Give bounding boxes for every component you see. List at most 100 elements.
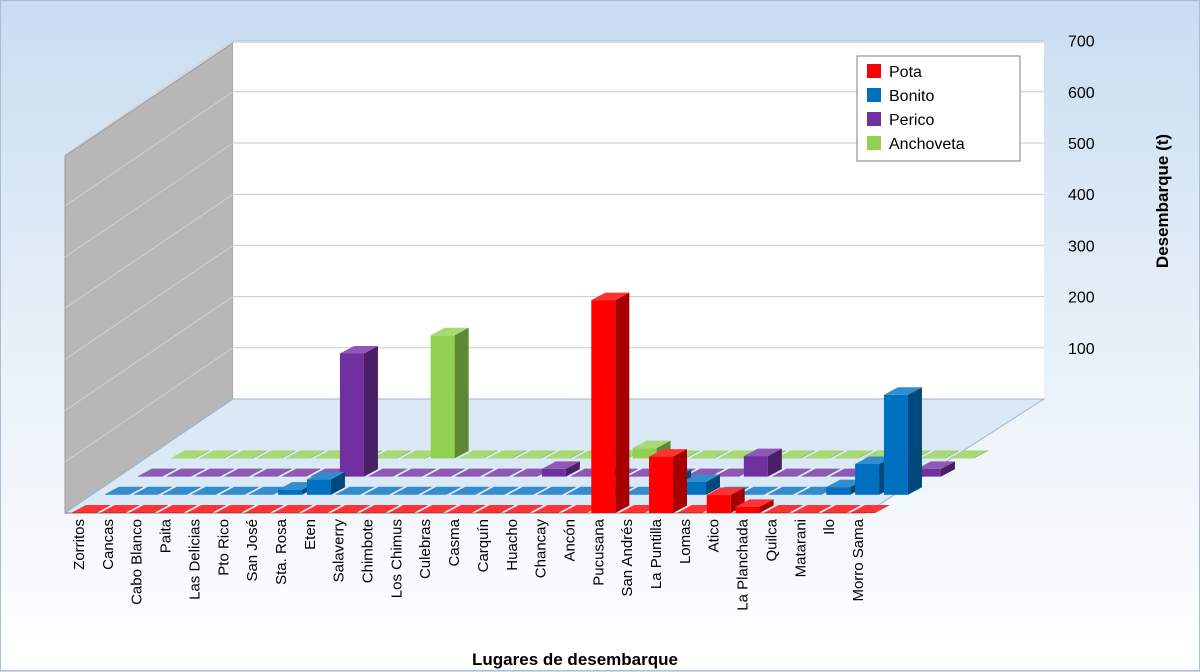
bar-top [273, 505, 312, 513]
bar-side [162, 468, 176, 477]
bar-perico [801, 468, 840, 477]
bar-side [96, 505, 110, 513]
bar-top [306, 471, 345, 480]
x-tick-label: Sta. Rosa [273, 518, 290, 585]
bar-anchoveta [459, 450, 498, 459]
bar-front [397, 476, 422, 477]
bar-top [257, 450, 296, 458]
bar-front [401, 457, 426, 459]
y-tick-label: 300 [1068, 238, 1095, 255]
bar-anchoveta [546, 450, 585, 459]
bar-pota [822, 505, 861, 513]
bar-side [269, 505, 284, 513]
bar-side [277, 468, 292, 477]
bar-top [916, 461, 955, 469]
bar-bonito [508, 486, 547, 495]
bar-top [422, 486, 461, 495]
bar-top [632, 440, 671, 449]
bar-top [245, 505, 284, 513]
x-tick-label: Pto Rico [215, 519, 232, 576]
bar-perico [455, 468, 494, 477]
bar-front [133, 494, 158, 495]
bar-top [372, 450, 411, 458]
bar-pota [100, 505, 139, 513]
bar-top [282, 468, 321, 477]
bar-front [822, 512, 847, 513]
bar-front [949, 457, 974, 459]
bar-pota [447, 505, 486, 513]
bar-side [421, 468, 436, 477]
bar-side [252, 450, 267, 459]
bar-side [479, 468, 494, 477]
legend: Pota Bonito Perico Anchoveta [856, 55, 1021, 162]
bar-side [706, 474, 720, 495]
bar-top [620, 505, 659, 513]
bar-front [533, 512, 558, 513]
x-tick-label: Lomas [677, 519, 694, 564]
bar-side [508, 468, 523, 477]
bar-front [282, 476, 307, 477]
bar-top [764, 505, 803, 513]
bar-side [219, 468, 234, 477]
bar-side [874, 505, 889, 513]
side-gridline [64, 347, 234, 463]
x-tick-label: Salaverry [331, 519, 348, 583]
legend-swatch-perico [867, 112, 881, 126]
bar-bonito [335, 486, 374, 495]
bar-top [686, 468, 725, 477]
bar-top [677, 505, 716, 513]
bar-top [682, 474, 720, 482]
bar-bonito [220, 486, 259, 495]
bar-top [138, 468, 176, 477]
x-tick-label: Cancas [100, 519, 117, 570]
bar-perico [138, 468, 176, 477]
bar-anchoveta [776, 450, 815, 459]
bar-pota [649, 449, 687, 513]
bar-pota [475, 505, 514, 513]
bar-top [921, 450, 960, 458]
side-gridline [64, 193, 234, 309]
bar-top [364, 486, 403, 495]
bar-front [393, 494, 418, 495]
bar-front [834, 457, 859, 459]
bar-side [363, 345, 378, 477]
bar-side [215, 486, 230, 495]
bar-front [921, 457, 946, 459]
x-tick-label: Ancón [561, 519, 578, 562]
bar-top [517, 450, 556, 458]
bar-bonito [768, 486, 807, 495]
bar-top [199, 450, 238, 458]
bar-top [129, 505, 168, 513]
bar-side [442, 505, 457, 513]
bar-anchoveta [228, 450, 267, 459]
bar-side [940, 461, 955, 477]
bar-perico [195, 468, 234, 477]
bar-perico [426, 468, 465, 477]
bar-top [649, 449, 687, 457]
bar-top [418, 505, 457, 513]
bar-top [508, 486, 547, 495]
bar-side [211, 505, 226, 513]
bar-top [368, 468, 407, 477]
bar-side [248, 468, 263, 477]
bar-top [850, 505, 889, 513]
bar-side [454, 327, 469, 459]
bar-side [565, 461, 580, 477]
bar-front [776, 457, 801, 459]
x-tick-label: San Andrés [619, 519, 636, 597]
bar-pota [245, 505, 284, 513]
bar-side [561, 486, 576, 495]
bar-side [240, 505, 255, 513]
bar-top [834, 450, 873, 458]
bar-perico [484, 468, 523, 477]
bar-front [649, 456, 673, 513]
legend-box [856, 55, 1021, 162]
bar-front [199, 457, 224, 459]
bar-top [331, 505, 370, 513]
bar-front [566, 494, 591, 495]
bar-perico [224, 468, 263, 477]
x-tick-label: Chancay [533, 519, 550, 579]
bar-top [768, 486, 807, 495]
bar-side [124, 505, 139, 513]
bar-front [138, 476, 162, 477]
